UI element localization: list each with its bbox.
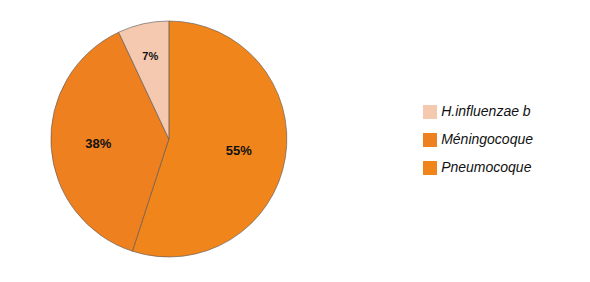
svg-text:7%: 7% bbox=[142, 50, 158, 62]
html-text:Méningocoque: Méningocoque bbox=[441, 131, 533, 147]
html-text:Pneumocoque: Pneumocoque bbox=[441, 159, 532, 175]
html-text:H.influenzae b: H.influenzae b bbox=[441, 103, 531, 119]
svg-text:38%: 38% bbox=[85, 136, 111, 151]
svg-text:55%: 55% bbox=[226, 143, 252, 158]
